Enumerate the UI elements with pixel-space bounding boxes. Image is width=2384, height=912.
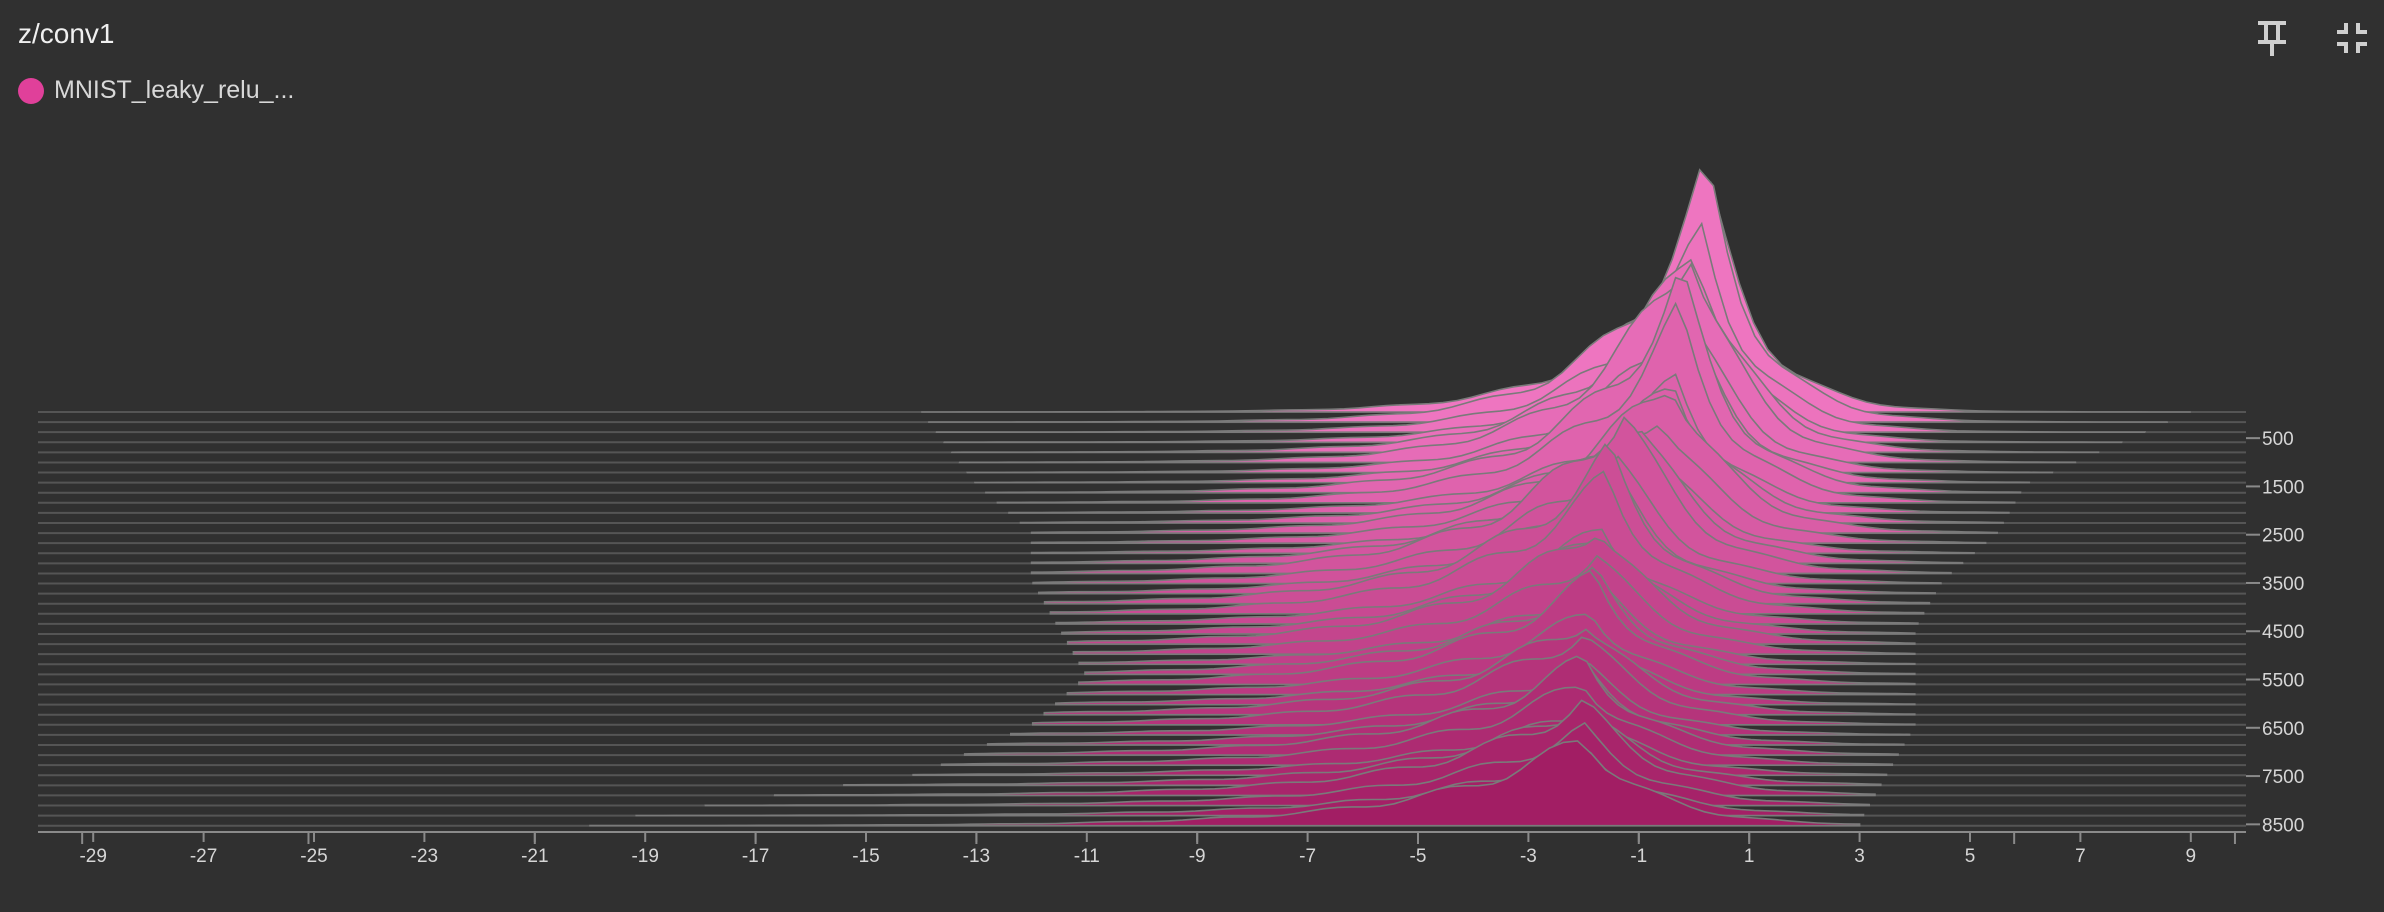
x-tick-label: -15 <box>852 846 879 867</box>
x-tick-label: -3 <box>1520 846 1537 867</box>
histogram-ridge <box>963 655 1899 756</box>
x-tick-label: -21 <box>521 846 548 867</box>
histogram-ridge <box>1019 388 2005 524</box>
histogram-ridge <box>589 740 1861 827</box>
x-tick-label: -23 <box>411 846 438 867</box>
x-tick-label: 5 <box>1965 846 1976 867</box>
pin-icon <box>2258 21 2286 56</box>
step-axis: 500 1500 2500 3500 4500 5500 6500 7500 8500 <box>2246 429 2304 836</box>
x-tick-label: -11 <box>1074 846 1100 867</box>
x-tick-label: 9 <box>2186 846 2197 867</box>
histogram-ridges <box>589 168 2191 827</box>
histogram-ridge <box>1030 425 1987 544</box>
x-tick-label: 1 <box>1744 846 1755 867</box>
histogram-ridge <box>935 221 2147 433</box>
step-tick-label: 5500 <box>2262 671 2304 692</box>
x-tick-label: -13 <box>963 846 990 867</box>
histogram-ridge <box>996 301 2016 504</box>
step-tick-label: 3500 <box>2262 574 2304 595</box>
x-tick-label: -7 <box>1299 846 1316 867</box>
fullscreen-exit-icon <box>2337 23 2367 53</box>
histogram-ridge <box>940 686 1894 766</box>
step-tick-label: 7500 <box>2262 767 2304 788</box>
x-tick-label: 7 <box>2075 846 2086 867</box>
legend-label: MNIST_leaky_relu_... <box>54 76 295 104</box>
x-tick-label: -19 <box>631 846 658 867</box>
histogram-ridge <box>966 318 2054 474</box>
x-tick-label: -9 <box>1189 846 1206 867</box>
x-tick-label: -25 <box>300 846 327 867</box>
legend-swatch <box>18 77 44 104</box>
x-tick-label: -27 <box>190 846 217 867</box>
histogram-ridge <box>928 168 2168 423</box>
pin-button[interactable] <box>2244 10 2300 66</box>
step-tick-label: 4500 <box>2262 622 2304 643</box>
legend: MNIST_leaky_relu_... <box>18 76 294 105</box>
x-tick-label: -1 <box>1630 846 1647 867</box>
histogram-ridge <box>1030 394 1999 534</box>
step-tick-label: 6500 <box>2262 719 2304 740</box>
x-tick-label: 3 <box>1854 846 1865 867</box>
histogram-ridge <box>985 276 2022 494</box>
collapse-button[interactable] <box>2324 10 2380 66</box>
histogram-ridge <box>950 258 2100 454</box>
step-tick-label: 500 <box>2262 429 2294 450</box>
step-tick-label: 2500 <box>2262 526 2304 547</box>
step-tick-label: 1500 <box>2262 477 2304 498</box>
histogram-ridge <box>958 262 2077 464</box>
card-header: z/conv1 MNIST_leaky_relu_... <box>0 0 2384 120</box>
x-axis: -29 -27 -25 -23 -21 -19 -17 -15 -13 -11 -9 -7 -5 -3 -1… <box>38 831 2246 867</box>
x-tick-label: -17 <box>742 846 769 867</box>
x-tick-label: -29 <box>79 846 106 867</box>
step-tick-label: 8500 <box>2262 815 2304 836</box>
histogram-ridge <box>1008 373 2010 514</box>
chart-title: z/conv1 <box>18 18 115 49</box>
x-tick-label: -5 <box>1410 846 1427 867</box>
histogram-ridge <box>973 319 2031 484</box>
